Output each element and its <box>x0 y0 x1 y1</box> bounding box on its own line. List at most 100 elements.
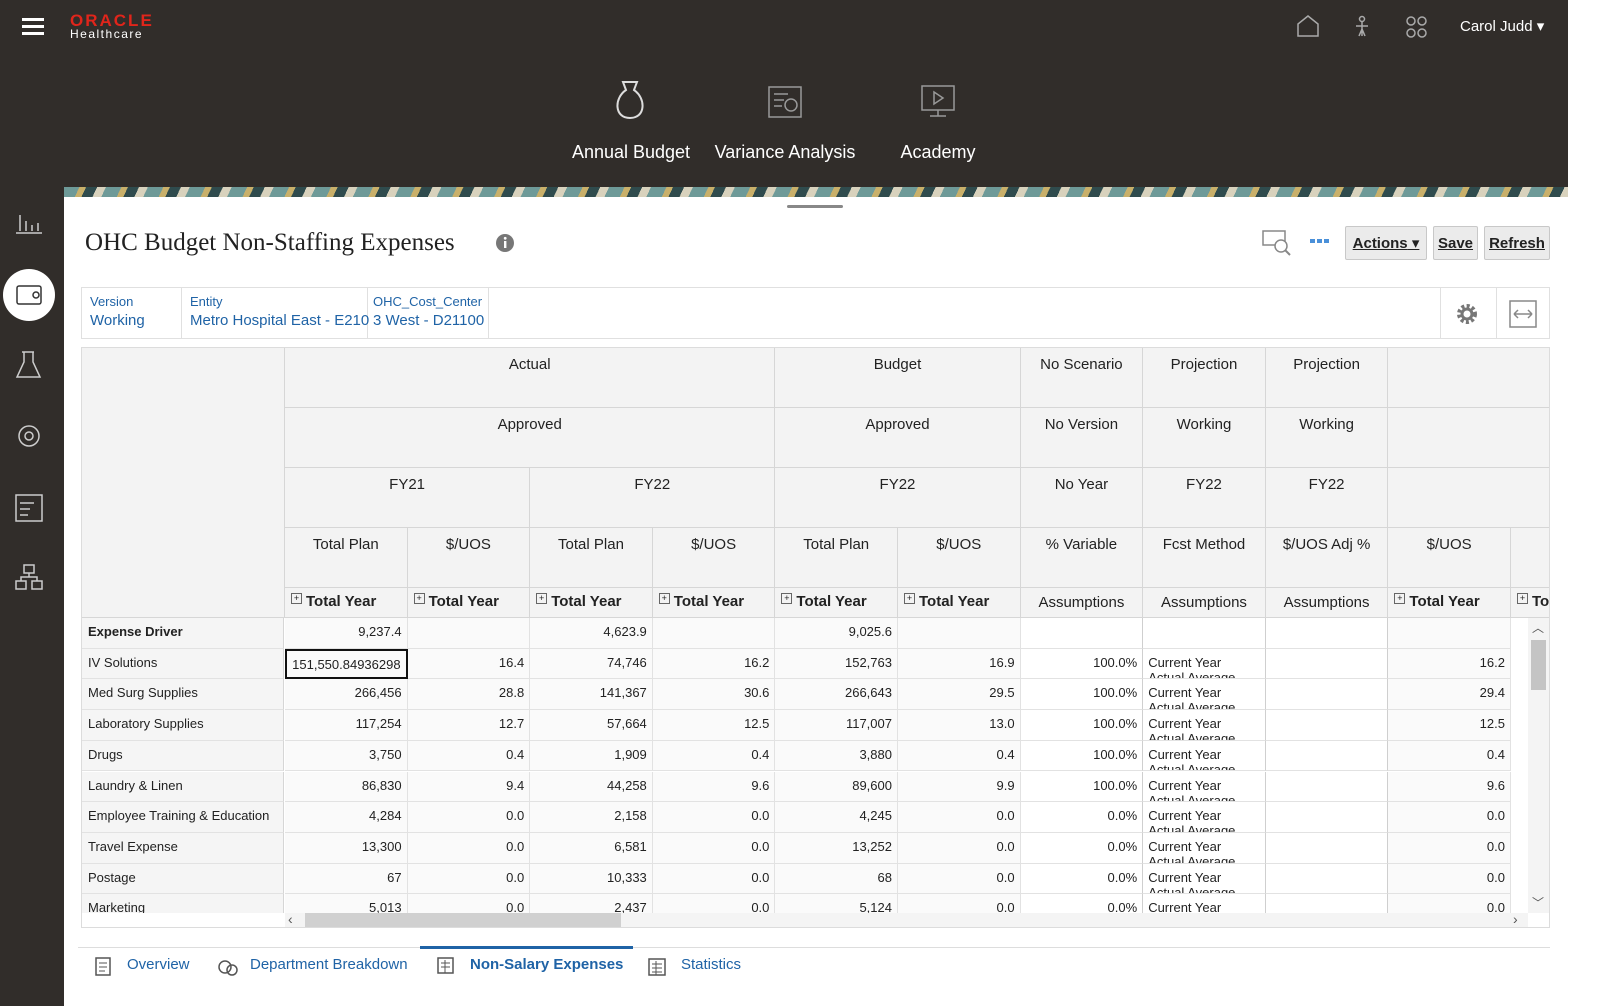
menu-button[interactable] <box>20 16 46 38</box>
grid-cell[interactable]: Current Year Actual Average <box>1143 740 1266 772</box>
grid-cell[interactable]: Current Year Actual Average <box>1143 832 1266 864</box>
grid-cell[interactable]: Current Year Actual Average <box>1143 894 1266 913</box>
grid-cell[interactable] <box>1143 618 1266 649</box>
grid-cell[interactable]: 29.5 <box>898 679 1021 711</box>
fit-button[interactable] <box>1509 300 1539 328</box>
grid-cell[interactable]: 2,158 <box>530 802 653 833</box>
scroll-thumb[interactable] <box>305 913 621 927</box>
grid-cell[interactable]: 0.4 <box>407 740 531 772</box>
header-icons[interactable] <box>1294 14 1434 40</box>
grid-cell[interactable]: 16.9 <box>898 648 1021 680</box>
grid-cell[interactable]: 89,600 <box>775 771 898 803</box>
grid-cell[interactable]: 1,909 <box>530 740 653 772</box>
grid-cell[interactable]: 151,550.84936298 <box>285 648 408 680</box>
grid-cell[interactable] <box>898 618 1021 649</box>
grid-cell[interactable]: 0.4 <box>898 740 1021 772</box>
grid-cell[interactable]: 5,124 <box>775 894 898 913</box>
grid-cell[interactable] <box>1265 894 1389 913</box>
grid-cell[interactable]: 0.0 <box>1388 894 1511 913</box>
grid-cell[interactable]: 0.0% <box>1020 894 1144 913</box>
grid-cell[interactable]: 266,643 <box>775 679 898 711</box>
grid-cell[interactable] <box>1388 618 1511 649</box>
grid-cell[interactable]: 0.4 <box>1388 740 1511 772</box>
scroll-left[interactable]: ‹ <box>288 911 293 927</box>
grid-cell[interactable]: 0.0 <box>898 863 1021 895</box>
grid-cell[interactable]: 0.0 <box>652 832 776 864</box>
refresh-button[interactable]: Refresh <box>1484 226 1550 260</box>
grid-cell[interactable]: 100.0% <box>1020 679 1144 711</box>
grid-cell[interactable]: 16.2 <box>1388 648 1511 680</box>
grid-cell[interactable]: 117,254 <box>285 710 408 741</box>
grid-cell[interactable]: 0.0% <box>1020 863 1144 895</box>
drag-handle[interactable] <box>787 205 843 208</box>
grid-cell[interactable]: 0.0 <box>898 832 1021 864</box>
grid-cell[interactable]: 0.0 <box>1388 863 1511 895</box>
grid-cell[interactable]: 9.6 <box>652 771 776 803</box>
grid-cell[interactable] <box>1265 618 1389 649</box>
user-menu[interactable]: Carol Judd ▾ <box>1460 18 1545 35</box>
grid-cell[interactable]: 0.0 <box>898 894 1021 913</box>
expand-icon[interactable]: + <box>1394 593 1406 604</box>
grid-cell[interactable]: 0.0 <box>407 802 531 833</box>
logo[interactable]: ORACLE <box>70 11 154 30</box>
tab[interactable]: Department Breakdown <box>250 956 408 973</box>
grid-cell[interactable] <box>1265 832 1389 864</box>
pov-item[interactable]: Entity Metro Hospital East - E210 <box>182 288 369 338</box>
expand-icon[interactable]: + <box>1517 593 1528 604</box>
scroll-right[interactable]: › <box>1513 911 1518 927</box>
grid-cell[interactable]: 12.7 <box>407 710 531 741</box>
sidebar-icons[interactable] <box>0 187 64 627</box>
grid-cell[interactable] <box>1265 863 1389 895</box>
grid-cell[interactable]: 0.0 <box>898 802 1021 833</box>
settings-button[interactable] <box>1456 303 1480 327</box>
nav-item[interactable]: Variance Analysis <box>714 142 856 162</box>
grid-cell[interactable]: 4,284 <box>285 802 408 833</box>
grid-cell[interactable] <box>1265 679 1389 711</box>
grid-cell[interactable]: 117,007 <box>775 710 898 741</box>
grid-cell[interactable]: 0.0% <box>1020 832 1144 864</box>
grid-cell[interactable]: 16.2 <box>652 648 776 680</box>
grid-cell[interactable]: Current Year Actual Average <box>1143 802 1266 833</box>
grid-cell[interactable]: 12.5 <box>652 710 776 741</box>
grid-cell[interactable]: 74,746 <box>530 648 653 680</box>
grid-cell[interactable]: Current Year Actual Average <box>1143 648 1266 680</box>
scroll-up[interactable]: ︿ <box>1532 621 1545 635</box>
expand-icon[interactable]: + <box>413 593 425 604</box>
grid-cell[interactable]: 0.0 <box>652 802 776 833</box>
grid-cell[interactable]: 100.0% <box>1020 771 1144 803</box>
vertical-scrollbar[interactable]: ︿ ﹀ <box>1528 618 1549 913</box>
grid-cell[interactable]: Current Year Actual Average <box>1143 710 1266 741</box>
expand-icon[interactable]: + <box>781 593 793 604</box>
grid-cell[interactable]: Current Year Actual Average <box>1143 863 1266 895</box>
grid-cell[interactable]: Current Year Actual Average <box>1143 679 1266 711</box>
grid-cell[interactable]: 67 <box>285 863 408 895</box>
grid-cell[interactable]: 152,763 <box>775 648 898 680</box>
scroll-down[interactable]: ﹀ <box>1532 896 1545 910</box>
nav-item[interactable]: Annual Budget <box>571 142 691 162</box>
grid-cell[interactable]: 141,367 <box>530 679 653 711</box>
info-icon[interactable] <box>495 233 517 255</box>
grid-cell[interactable]: 3,750 <box>285 740 408 772</box>
grid-cell[interactable]: 57,664 <box>530 710 653 741</box>
grid-cell[interactable] <box>1265 648 1389 680</box>
tab[interactable]: Overview <box>127 956 190 973</box>
grid-cell[interactable]: 9.9 <box>898 771 1021 803</box>
grid-cell[interactable]: 100.0% <box>1020 710 1144 741</box>
grid-cell[interactable]: 9.6 <box>1388 771 1511 803</box>
grid-cell[interactable]: 13,252 <box>775 832 898 864</box>
grid-cell[interactable]: 4,623.9 <box>530 618 653 649</box>
grid-cell[interactable]: 0.0 <box>1388 802 1511 833</box>
grid-cell[interactable] <box>1265 710 1389 741</box>
grid-cell[interactable]: 12.5 <box>1388 710 1511 741</box>
grid-cell[interactable] <box>1265 740 1389 772</box>
grid-cell[interactable]: 68 <box>775 863 898 895</box>
grid-cell[interactable]: 266,456 <box>285 679 408 711</box>
grid-cell[interactable]: 9.4 <box>407 771 531 803</box>
toolbar-icons[interactable] <box>1262 229 1334 257</box>
nav-item[interactable]: Academy <box>900 142 976 162</box>
grid-cell[interactable]: 0.0% <box>1020 802 1144 833</box>
grid-cell[interactable]: Current Year Actual Average <box>1143 771 1266 803</box>
scroll-thumb[interactable] <box>1531 640 1546 690</box>
grid-cell[interactable]: 100.0% <box>1020 740 1144 772</box>
pov-item[interactable]: OHC_Cost_Center 3 West - D21100 <box>368 288 489 338</box>
